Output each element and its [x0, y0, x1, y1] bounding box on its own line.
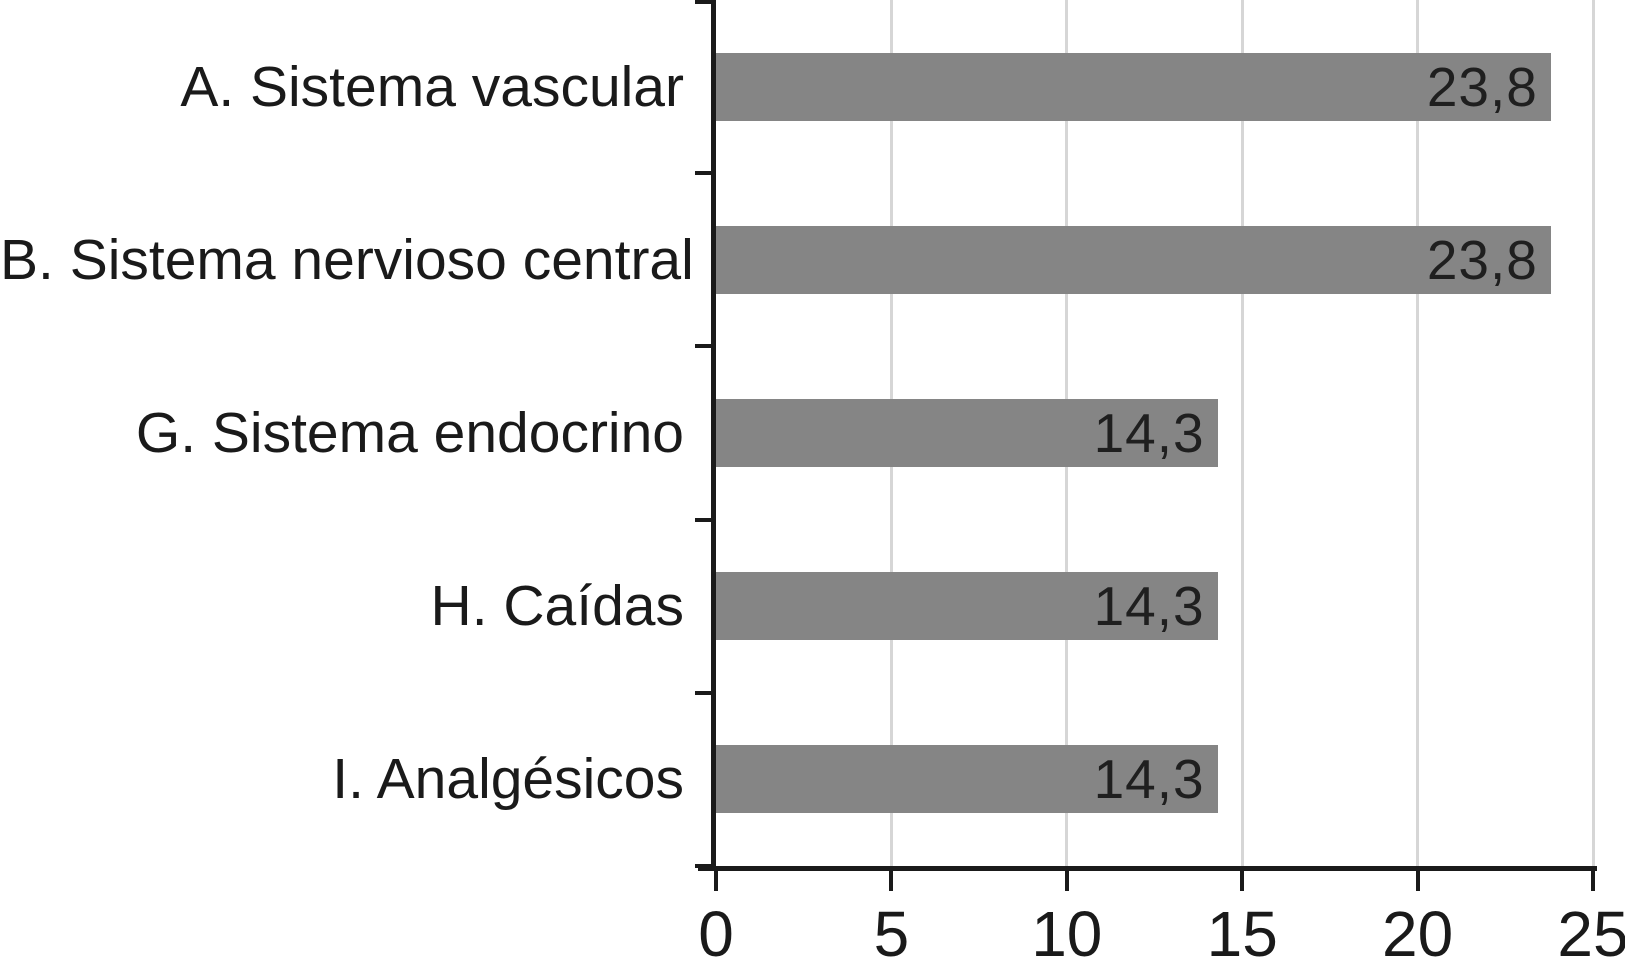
x-axis-tick	[714, 871, 718, 891]
y-axis-tick	[695, 517, 711, 522]
bar-value-label: 23,8	[1426, 228, 1538, 291]
x-axis-tick	[1240, 871, 1245, 891]
y-axis-tick	[695, 171, 711, 176]
gridline	[1591, 0, 1595, 866]
x-axis-tick	[1415, 871, 1420, 891]
x-tick-label: 25	[1557, 898, 1625, 965]
y-axis-tick	[695, 690, 711, 695]
x-tick-label: 0	[698, 898, 734, 965]
x-tick-label: 20	[1382, 898, 1454, 965]
category-label: B. Sistema nervioso central	[0, 227, 694, 292]
bar: 23,8	[716, 225, 1551, 294]
y-axis-tick	[695, 344, 711, 349]
x-tick-label: 10	[1031, 898, 1103, 965]
y-axis-tick	[695, 864, 711, 868]
gridline	[1416, 0, 1420, 866]
gridline	[1240, 0, 1244, 866]
y-axis-line	[711, 0, 716, 871]
x-axis-tick	[889, 871, 894, 891]
category-label: H. Caídas	[430, 574, 684, 639]
bar-value-label: 14,3	[1093, 402, 1205, 464]
x-tick-label: 5	[873, 898, 910, 965]
bar-value-label: 14,3	[1093, 575, 1205, 638]
x-axis-line	[698, 866, 1597, 871]
category-label: I. Analgésicos	[332, 747, 684, 812]
category-label: A. Sistema vascular	[180, 54, 684, 119]
y-axis-tick	[695, 0, 711, 4]
bar: 14,3	[716, 572, 1218, 641]
x-axis-tick	[1591, 871, 1595, 891]
bar-value-label: 14,3	[1093, 748, 1205, 811]
bar: 14,3	[716, 745, 1218, 814]
category-label: G. Sistema endocrino	[135, 401, 684, 465]
bar: 14,3	[716, 399, 1218, 467]
x-tick-label: 15	[1206, 898, 1278, 965]
x-axis-tick	[1064, 871, 1069, 891]
bar: 23,8	[716, 52, 1551, 121]
bar-value-label: 23,8	[1426, 55, 1538, 118]
